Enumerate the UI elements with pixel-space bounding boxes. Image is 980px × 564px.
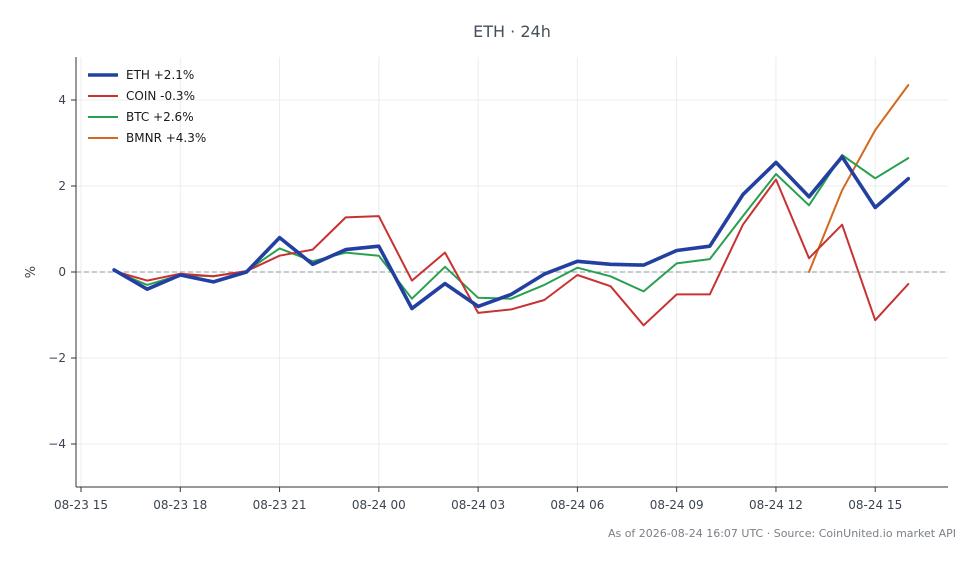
- x-tick-label-1: 08-23 18: [153, 498, 207, 512]
- y-tick-label-2: 0: [58, 265, 66, 279]
- y-tick-label-4: −4: [48, 437, 66, 451]
- chart-title: ETH · 24h: [473, 22, 551, 41]
- legend-label-coin: COIN -0.3%: [126, 89, 195, 103]
- x-tick-label-5: 08-24 06: [550, 498, 604, 512]
- series-line-eth: [112, 155, 911, 311]
- x-tick-label-3: 08-24 00: [352, 498, 406, 512]
- legend-label-bmnr: BMNR +4.3%: [126, 131, 206, 145]
- series-line-bmnr: [808, 84, 910, 273]
- y-tick-label-1: 2: [58, 179, 66, 193]
- x-tick-labels: 08-23 15 08-23 18 08-23 21 08-24 00 08-24 03…: [54, 487, 902, 512]
- y-tick-labels: 4 2 0 −2 −4: [48, 93, 76, 451]
- footer-source-note: As of 2026-08-24 16:07 UTC · Source: Coi…: [608, 527, 956, 540]
- y-tick-label-0: 4: [58, 93, 66, 107]
- y-axis-label: %: [24, 266, 39, 278]
- x-tick-label-2: 08-23 21: [253, 498, 307, 512]
- x-tick-label-0: 08-23 15: [54, 498, 108, 512]
- legend-label-btc: BTC +2.6%: [126, 110, 194, 124]
- legend: ETH +2.1% COIN -0.3% BTC +2.6% BMNR +4.3%: [88, 68, 206, 145]
- series-layer: [112, 84, 911, 327]
- x-tick-label-7: 08-24 12: [749, 498, 803, 512]
- series-line-coin: [113, 178, 910, 327]
- x-tick-label-6: 08-24 09: [650, 498, 704, 512]
- x-tick-label-4: 08-24 03: [451, 498, 505, 512]
- x-tick-label-8: 08-24 15: [848, 498, 902, 512]
- legend-label-eth: ETH +2.1%: [126, 68, 194, 82]
- y-tick-label-3: −2: [48, 351, 66, 365]
